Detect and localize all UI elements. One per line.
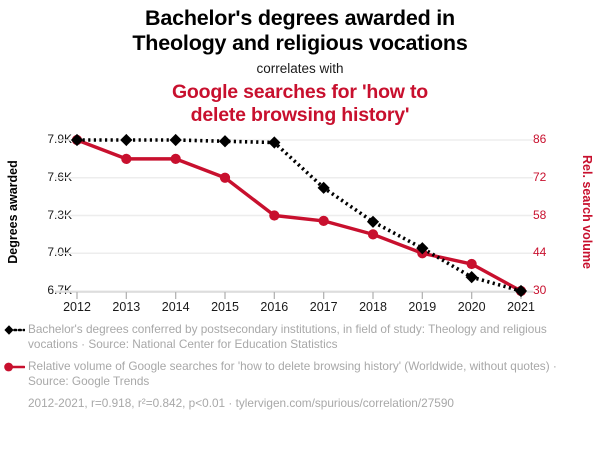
- y-axis-left-tick: 7.9K: [47, 132, 72, 146]
- plot-area: Degrees awarded Rel. search volume 6.7K 7…: [0, 120, 600, 320]
- x-axis-tick: 2016: [260, 300, 289, 314]
- y-axis-right-tick: 58: [533, 207, 547, 222]
- legend-block: Bachelor's degrees conferred by postseco…: [0, 322, 600, 411]
- plot-svg: [55, 133, 533, 299]
- x-axis-tick: 2017: [309, 300, 338, 314]
- y-axis-left-tick: 7.6K: [47, 169, 72, 184]
- chart-title-block: Bachelor's degrees awarded in Theology a…: [0, 0, 600, 127]
- x-axis-tick: 2018: [359, 300, 387, 314]
- y-axis-left-tick: 6.7K: [47, 283, 72, 297]
- y-axis-right-tick: 72: [533, 169, 547, 184]
- x-axis-tick: 2014: [161, 300, 190, 314]
- x-axis-tick: 2019: [408, 300, 437, 314]
- y-axis-right-tick: 30: [533, 283, 547, 297]
- y-axis-right-tick: 44: [533, 245, 547, 260]
- page-subtitle: Google searches for 'how to delete brows…: [0, 77, 600, 127]
- legend-item-degrees: Bachelor's degrees conferred by postseco…: [0, 322, 600, 351]
- legend-label-searches: Relative volume of Google searches for '…: [28, 359, 557, 388]
- x-axis-tick: 2013: [112, 300, 141, 314]
- title-line-2: Theology and religious vocations: [132, 31, 468, 55]
- x-axis-tick: 2015: [211, 300, 239, 314]
- legend-marker-circle-solid-icon: [4, 362, 25, 372]
- y-axis-left-tick: 7.0K: [47, 245, 72, 260]
- title-connector: correlates with: [256, 61, 344, 76]
- y-axis-right-tick: 86: [533, 132, 547, 146]
- y-axis-left-tick: 7.3K: [47, 207, 72, 222]
- page-title: Bachelor's degrees awarded in Theology a…: [0, 0, 600, 56]
- subtitle-line-2: delete browsing history': [190, 104, 410, 126]
- x-axis-tick: 2012: [63, 300, 91, 314]
- subtitle-line-1: Google searches for 'how to: [171, 81, 429, 103]
- title-line-1: Bachelor's degrees awarded in: [145, 6, 455, 30]
- x-axis-tick: 2020: [457, 300, 486, 314]
- legend-item-searches: Relative volume of Google searches for '…: [0, 359, 600, 388]
- x-axis-tick: 2021: [507, 300, 535, 314]
- legend-marker-diamond-dotted-icon: [4, 325, 25, 335]
- legend-label-degrees: Bachelor's degrees conferred by postseco…: [28, 322, 547, 351]
- correlation-footnote: 2012-2021, r=0.918, r²=0.842, p<0.01 · t…: [28, 396, 454, 411]
